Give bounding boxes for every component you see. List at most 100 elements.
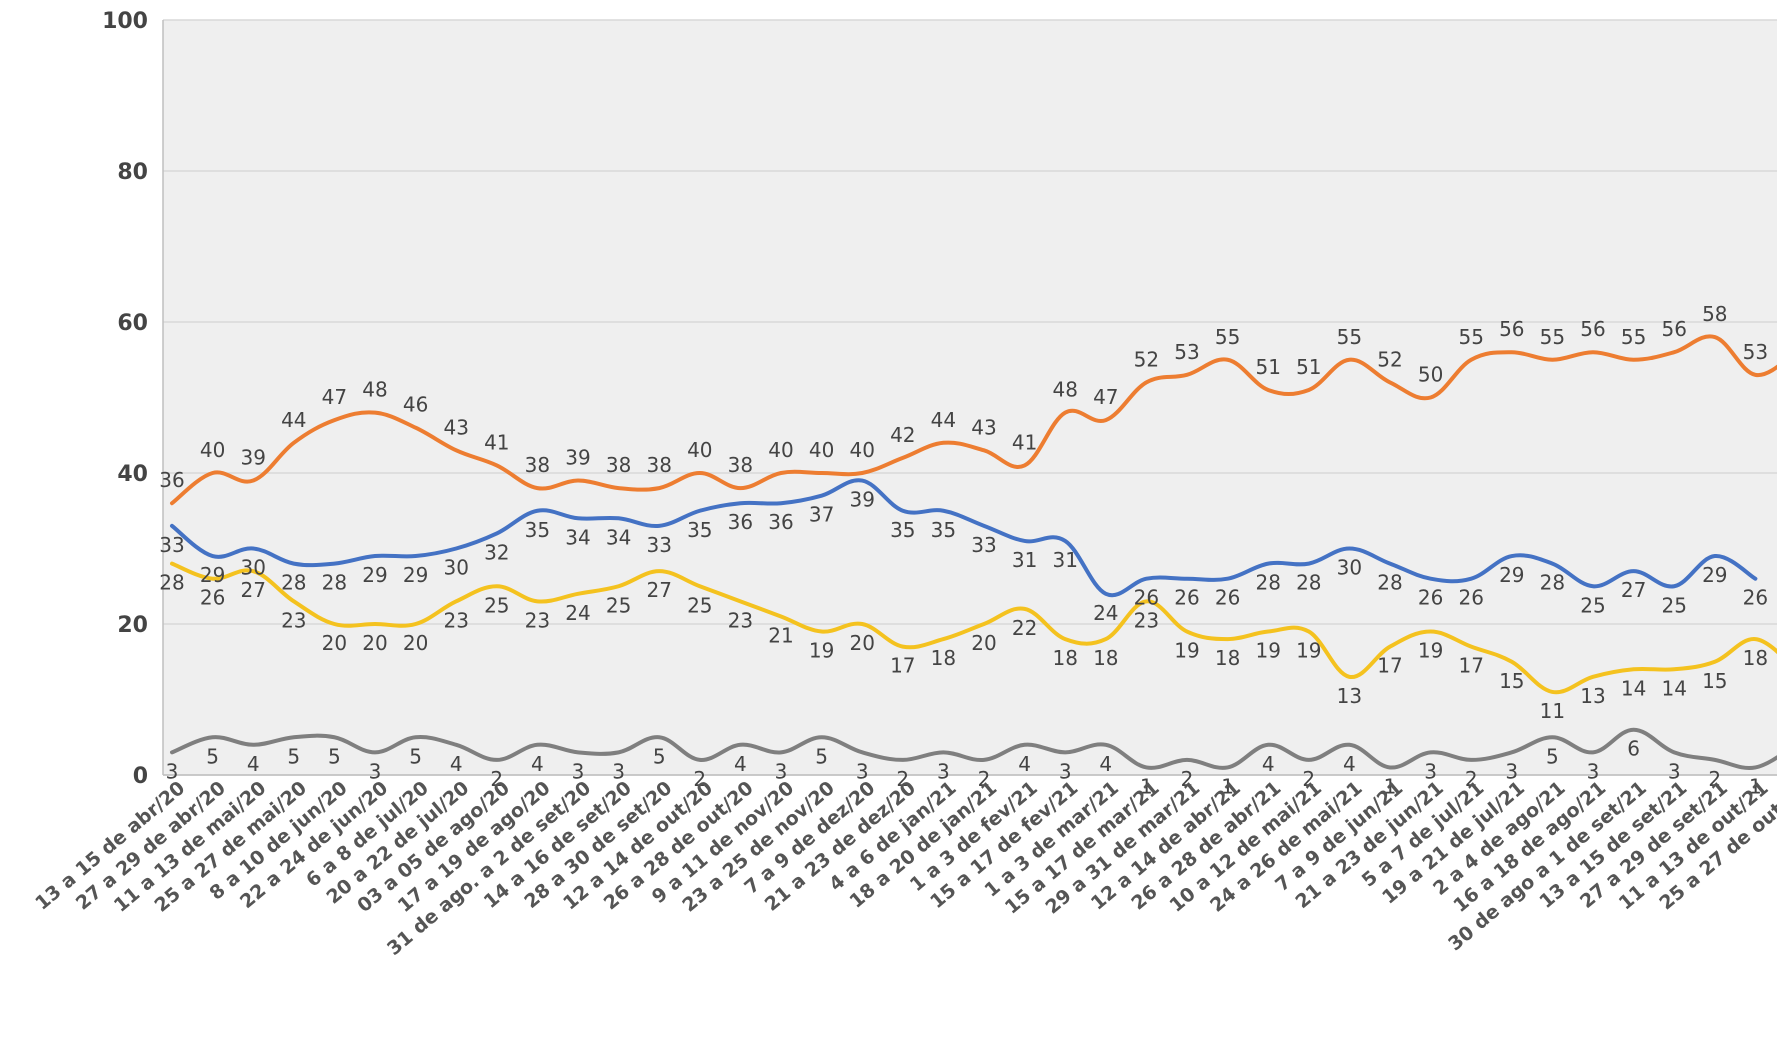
data-label: 20: [322, 631, 347, 655]
data-label: 40: [768, 438, 793, 462]
data-label: 36: [768, 510, 793, 534]
data-label: 55: [1215, 325, 1240, 349]
series-line-4: [170, 727, 1777, 771]
data-label: 33: [646, 533, 671, 557]
data-label: 22: [1012, 616, 1037, 640]
data-label: 19: [1296, 639, 1321, 663]
data-label: 34: [606, 525, 631, 549]
data-label: 58: [1702, 302, 1727, 326]
data-label: 20: [849, 631, 874, 655]
data-label: 1: [1140, 774, 1153, 798]
data-label: 25: [484, 593, 509, 617]
y-tick-label: 60: [117, 311, 148, 336]
data-label: 40: [687, 438, 712, 462]
data-label: 39: [240, 446, 265, 470]
data-label: 21: [768, 623, 793, 647]
data-label: 4: [1343, 752, 1356, 776]
data-label: 18: [1215, 646, 1240, 670]
data-label: 27: [1621, 578, 1646, 602]
data-label: 32: [484, 540, 509, 564]
data-label: 51: [1255, 355, 1280, 379]
data-label: 26: [200, 586, 225, 610]
data-label: 18: [1093, 646, 1118, 670]
data-label: 23: [281, 608, 306, 632]
data-label: 23: [1134, 608, 1159, 632]
data-label: 2: [1181, 767, 1194, 791]
axes: 0 20 40 60 80 100: [102, 9, 1777, 789]
data-label: 35: [931, 518, 956, 542]
data-label: 23: [728, 608, 753, 632]
data-label: 41: [484, 430, 509, 454]
data-label: 3: [612, 759, 625, 783]
data-label: 44: [931, 408, 956, 432]
data-label: 52: [1377, 347, 1402, 371]
data-label: 29: [200, 563, 225, 587]
data-label: 20: [362, 631, 387, 655]
data-label: 1: [1384, 774, 1397, 798]
data-label: 19: [1255, 639, 1280, 663]
data-label: 28: [1377, 571, 1402, 595]
data-label: 38: [646, 453, 671, 477]
data-label: 53: [1743, 340, 1768, 364]
data-label: 31: [1052, 548, 1077, 572]
data-label: 25: [687, 593, 712, 617]
data-label: 35: [525, 518, 550, 542]
data-label: 30: [443, 556, 468, 580]
data-label: 36: [728, 510, 753, 534]
data-label: 33: [971, 533, 996, 557]
y-tick-label: 20: [117, 613, 148, 638]
data-label: 24: [565, 601, 590, 625]
data-label: 48: [362, 378, 387, 402]
data-label: 47: [322, 385, 347, 409]
data-label: 3: [856, 759, 869, 783]
data-label: 4: [450, 752, 463, 776]
data-label: 6: [1627, 737, 1640, 761]
y-tick-label: 0: [133, 764, 148, 789]
data-label: 31: [1012, 548, 1037, 572]
data-label: 23: [525, 608, 550, 632]
data-label: 17: [1377, 654, 1402, 678]
data-label: 19: [1418, 639, 1443, 663]
data-label: 29: [362, 563, 387, 587]
data-label: 56: [1499, 317, 1524, 341]
data-label: 40: [200, 438, 225, 462]
data-label: 25: [1661, 593, 1686, 617]
data-label: 29: [403, 563, 428, 587]
data-label: 5: [206, 744, 219, 768]
y-tick-label: 100: [102, 9, 148, 34]
data-label: 28: [159, 571, 184, 595]
data-label: 25: [606, 593, 631, 617]
data-label: 1: [1749, 774, 1762, 798]
data-label: 15: [1499, 669, 1524, 693]
data-label: 39: [849, 488, 874, 512]
data-label: 52: [1134, 347, 1159, 371]
data-label: 4: [247, 752, 260, 776]
data-label: 3: [1505, 759, 1518, 783]
data-label: 13: [1580, 684, 1605, 708]
data-label: 51: [1296, 355, 1321, 379]
data-label: 35: [687, 518, 712, 542]
series-line-1: [170, 334, 1777, 506]
data-label: 26: [1215, 586, 1240, 610]
data-label: 17: [1458, 654, 1483, 678]
data-label: 40: [809, 438, 834, 462]
data-label: 25: [1580, 593, 1605, 617]
data-label: 3: [1668, 759, 1681, 783]
data-label: 47: [1093, 385, 1118, 409]
y-tick-label: 80: [117, 160, 148, 185]
data-label: 2: [1465, 767, 1478, 791]
data-label: 48: [1052, 378, 1077, 402]
data-label: 40: [849, 438, 874, 462]
data-label: 26: [1458, 586, 1483, 610]
y-tick-label: 40: [117, 462, 148, 487]
data-label: 2: [896, 767, 909, 791]
data-label: 28: [281, 571, 306, 595]
data-label: 5: [328, 744, 341, 768]
data-label: 11: [1540, 699, 1565, 723]
series-lines: [170, 334, 1777, 771]
series-line-2: [170, 478, 1758, 598]
